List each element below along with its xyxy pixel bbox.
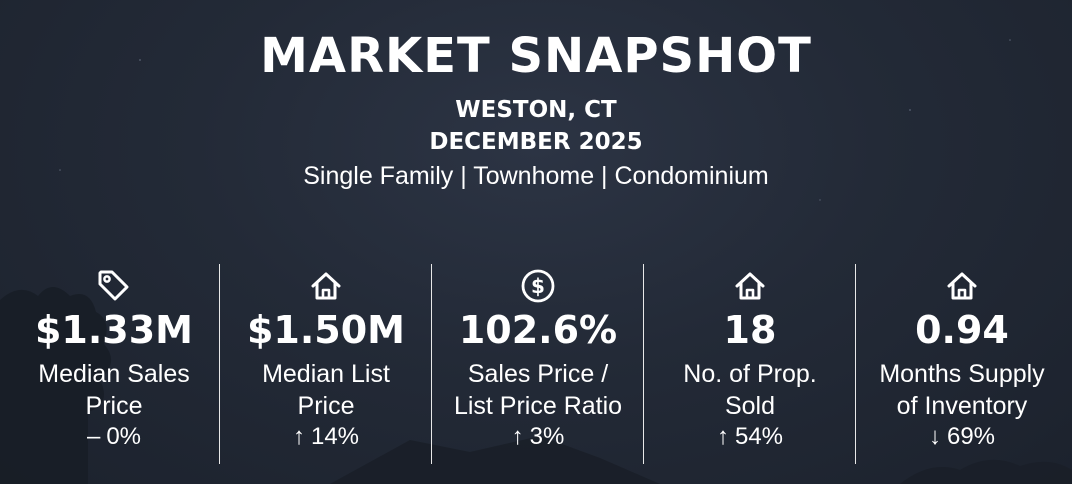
dash-icon: – — [86, 423, 101, 450]
location-heading: WESTON, CT — [455, 97, 617, 123]
arrow-up-icon: ↑ — [292, 423, 305, 450]
stat-median-list-price: $1.50M Median List Price ↑ 14% — [220, 264, 432, 464]
stat-label-line2: Price — [297, 392, 355, 420]
page-title: MARKET SNAPSHOT — [260, 28, 812, 84]
stat-label-line1: No. of Prop. — [683, 360, 817, 388]
stat-value: 18 — [723, 308, 777, 352]
stat-label-line1: Median List — [262, 360, 390, 388]
stat-properties-sold: 18 No. of Prop. Sold ↑ 54% — [644, 264, 856, 464]
stat-label-line1: Sales Price / — [467, 360, 609, 388]
stat-value: $1.33M — [34, 308, 193, 352]
stat-label-line2: List Price Ratio — [453, 392, 623, 420]
stat-change: ↑ 14% — [220, 422, 432, 452]
divider — [431, 264, 432, 464]
stat-label: Sales Price / List Price Ratio — [432, 358, 644, 422]
change-value: 14% — [310, 423, 360, 450]
divider — [219, 264, 220, 464]
stat-label-line2: of Inventory — [896, 392, 1028, 420]
stat-label: Median Sales Price — [8, 358, 220, 422]
property-types: Single Family | Townhome | Condominium — [303, 162, 769, 190]
stat-value: $1.50M — [246, 308, 405, 352]
svg-text:$: $ — [531, 274, 545, 298]
house-icon — [220, 266, 432, 306]
change-value: 69% — [946, 423, 996, 450]
stat-label: No. of Prop. Sold — [644, 358, 856, 422]
stat-change: ↑ 54% — [644, 422, 856, 452]
stat-change: ↑ 3% — [432, 422, 644, 452]
stats-row: $1.33M Median Sales Price –0% $1.50M Med… — [8, 264, 1068, 464]
arrow-up-icon: ↑ — [511, 423, 524, 450]
dollar-circle-icon: $ — [432, 266, 644, 306]
stat-sales-to-list-ratio: $ 102.6% Sales Price / List Price Ratio … — [432, 264, 644, 464]
stat-label: Median List Price — [220, 358, 432, 422]
stat-value: 0.94 — [915, 308, 1009, 352]
stat-change: –0% — [8, 422, 220, 452]
stat-label-line1: Median Sales — [38, 360, 190, 388]
stat-label-line2: Price — [85, 392, 143, 420]
stat-label-line1: Months Supply — [879, 360, 1045, 388]
house-icon — [856, 266, 1068, 306]
divider — [855, 264, 856, 464]
change-value: 3% — [529, 423, 565, 450]
stat-label-line2: Sold — [724, 392, 776, 420]
stat-change: ↓ 69% — [856, 422, 1068, 452]
arrow-up-icon: ↑ — [716, 423, 729, 450]
period-heading: DECEMBER 2025 — [429, 129, 643, 155]
change-value: 54% — [734, 423, 784, 450]
change-value: 0% — [106, 423, 142, 450]
stat-label: Months Supply of Inventory — [856, 358, 1068, 422]
stat-median-sales-price: $1.33M Median Sales Price –0% — [8, 264, 220, 464]
price-tag-icon — [8, 266, 220, 306]
arrow-down-icon: ↓ — [928, 423, 941, 450]
divider — [643, 264, 644, 464]
stat-value: 102.6% — [458, 308, 618, 352]
house-icon — [644, 266, 856, 306]
stat-months-supply: 0.94 Months Supply of Inventory ↓ 69% — [856, 264, 1068, 464]
